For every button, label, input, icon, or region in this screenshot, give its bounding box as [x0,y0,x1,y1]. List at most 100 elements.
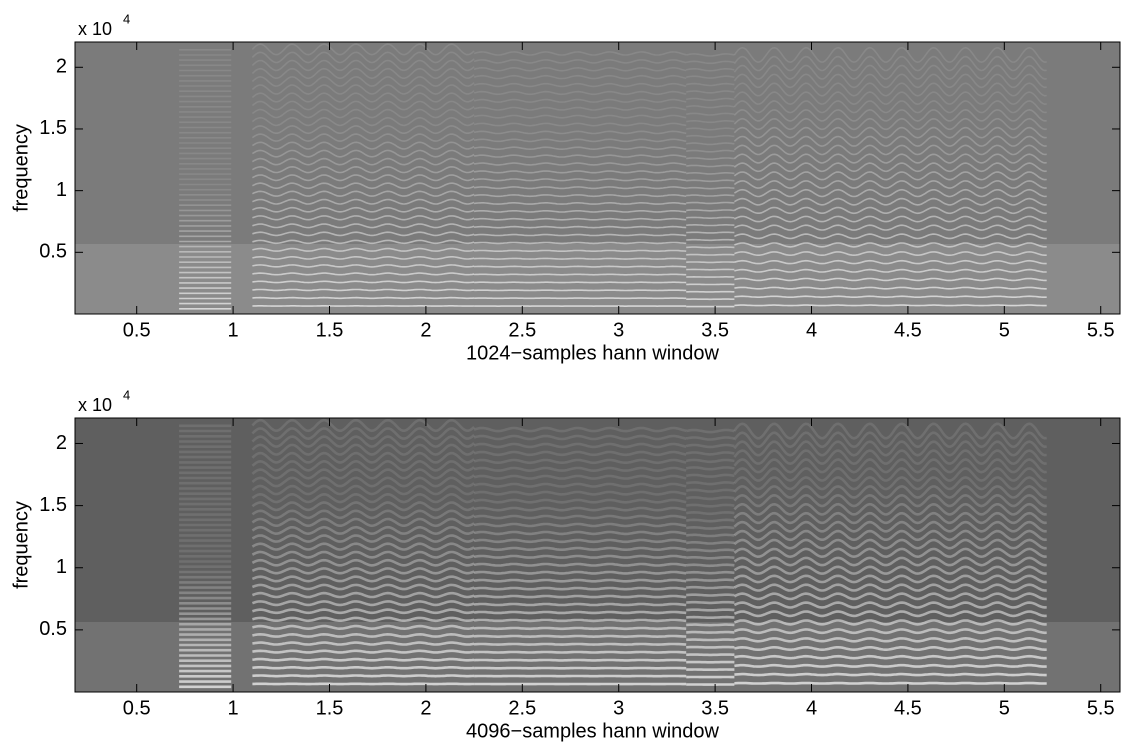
harmonic [733,422,1047,440]
harmonic [473,594,687,599]
harmonic [734,636,1047,643]
harmonic [734,628,1047,635]
harmonic [686,563,735,568]
x-tick-label: 5.5 [1087,319,1115,341]
harmonic [473,498,687,504]
harmonic [473,114,687,119]
harmonic [252,288,475,292]
harmonic [686,164,735,168]
low-band [75,244,1120,314]
y-tick-label: 0.5 [39,241,67,263]
harmonic [251,141,475,150]
harmonic [252,272,475,276]
harmonic [733,449,1047,466]
harmonic [251,75,475,87]
harmonic [733,619,1047,626]
spectrogram-texture [75,43,1120,314]
harmonic [251,550,475,559]
harmonic [251,116,475,127]
harmonic [473,554,687,559]
harmonic [473,146,687,151]
harmonic [733,100,1047,114]
harmonic [474,642,687,646]
harmonic [251,468,475,480]
x-tick-label: 4.5 [894,319,922,341]
harmonic [733,117,1047,131]
harmonic [686,585,735,590]
harmonic [473,586,687,591]
spectrogram-texture [75,418,1120,692]
harmonic [252,174,475,182]
harmonic [252,665,475,670]
harmonic [251,92,475,103]
harmonic [686,186,735,190]
harmonic [251,525,475,536]
y-exponent-base: x 10 [78,19,112,39]
harmonic [734,295,1047,299]
harmonic [733,180,1047,189]
harmonic [733,135,1047,147]
harmonic [686,53,735,57]
harmonic [251,600,475,607]
harmonic [473,546,687,552]
harmonic [686,134,735,138]
harmonic [473,442,687,449]
harmonic [473,162,687,166]
harmonic [733,431,1047,449]
harmonic [685,473,735,478]
y-tick-label: 0.5 [39,618,67,640]
harmonic [686,201,735,205]
harmonic [686,60,735,65]
harmonic [251,575,475,583]
harmonic [734,251,1047,257]
harmonic [473,426,687,433]
harmonic [252,624,475,631]
harmonic [733,476,1047,491]
harmonic [473,610,687,615]
harmonic [686,97,735,101]
harmonic [473,138,687,143]
harmonic [686,518,735,523]
harmonic [685,451,735,456]
harmonic [251,43,475,56]
harmonic [733,197,1047,206]
harmonic [251,567,475,575]
harmonic [734,286,1047,290]
harmonic [251,149,475,158]
harmonic [685,466,735,471]
harmonic [473,626,687,631]
harmonic [686,216,735,219]
harmonic [685,428,735,434]
harmonic [686,127,735,131]
x-tick-label: 4 [806,697,817,719]
harmonic [734,224,1047,231]
x-tick-label: 3.5 [701,319,729,341]
harmonic [473,210,687,213]
harmonic [686,548,735,553]
harmonic [473,506,687,512]
harmonic [251,492,475,504]
harmonic [251,84,475,95]
harmonic [473,59,687,64]
harmonic [473,570,687,575]
harmonic [733,171,1047,181]
x-tick-label: 1 [228,697,239,719]
harmonic [686,179,735,183]
x-axis-label: 4096−samples hann window [466,720,720,742]
harmonic [686,90,735,94]
harmonic [734,259,1047,265]
y-exponent-base: x 10 [78,395,112,415]
harmonic [252,657,475,662]
harmonic [251,509,475,520]
harmonic [252,649,475,654]
harmonic [733,556,1047,567]
x-tick-label: 5.5 [1087,697,1115,719]
harmonic [733,547,1047,559]
harmonic [251,165,475,174]
harmonic [733,108,1047,122]
harmonic [252,632,475,638]
harmonic [251,100,475,111]
harmonic [251,517,475,528]
harmonic [734,268,1047,273]
x-tick-label: 1.5 [316,697,344,719]
